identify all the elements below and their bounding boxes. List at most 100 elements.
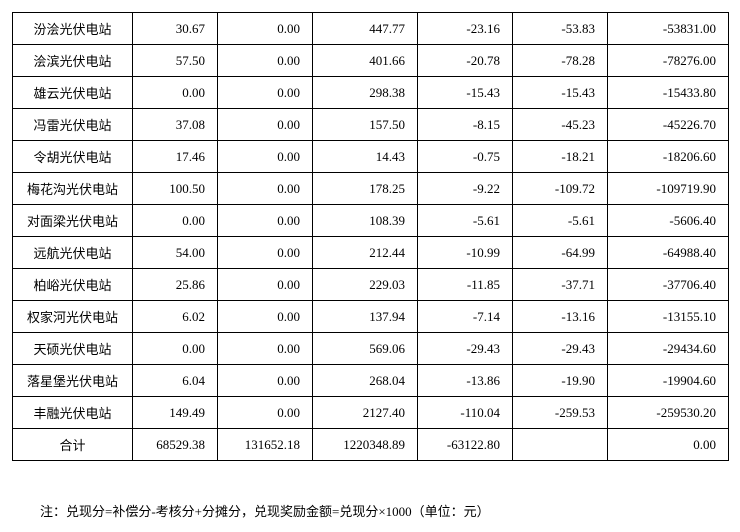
col-5: -259.53 (513, 397, 608, 429)
name: 浍滨光伏电站 (13, 45, 133, 77)
col-5: -5.61 (513, 205, 608, 237)
col-2: 0.00 (218, 77, 313, 109)
col-3: 229.03 (313, 269, 418, 301)
col-2: 0.00 (218, 45, 313, 77)
col-3: 14.43 (313, 141, 418, 173)
col-5: -19.90 (513, 365, 608, 397)
col-4: -15.43 (418, 77, 513, 109)
col-6: -5606.40 (608, 205, 729, 237)
col-1: 57.50 (133, 45, 218, 77)
col-1: 0.00 (133, 77, 218, 109)
col-1: 149.49 (133, 397, 218, 429)
table-row: 汾浍光伏电站30.670.00447.77-23.16-53.83-53831.… (13, 13, 729, 45)
col-6: -15433.80 (608, 77, 729, 109)
col-4: -20.78 (418, 45, 513, 77)
col-4: -11.85 (418, 269, 513, 301)
name: 合计 (13, 429, 133, 461)
col-2: 0.00 (218, 237, 313, 269)
col-3: 1220348.89 (313, 429, 418, 461)
col-3: 569.06 (313, 333, 418, 365)
col-4: -63122.80 (418, 429, 513, 461)
col-3: 212.44 (313, 237, 418, 269)
col-1: 0.00 (133, 333, 218, 365)
col-6: -45226.70 (608, 109, 729, 141)
name: 落星堡光伏电站 (13, 365, 133, 397)
col-5: -109.72 (513, 173, 608, 205)
col-6: -78276.00 (608, 45, 729, 77)
name: 柏峪光伏电站 (13, 269, 133, 301)
data-table: 汾浍光伏电站30.670.00447.77-23.16-53.83-53831.… (12, 12, 729, 461)
col-2: 0.00 (218, 173, 313, 205)
col-4: -110.04 (418, 397, 513, 429)
name: 天硕光伏电站 (13, 333, 133, 365)
col-1: 100.50 (133, 173, 218, 205)
name: 冯雷光伏电站 (13, 109, 133, 141)
table-row: 冯雷光伏电站37.080.00157.50-8.15-45.23-45226.7… (13, 109, 729, 141)
col-5 (513, 429, 608, 461)
table-body: 汾浍光伏电站30.670.00447.77-23.16-53.83-53831.… (13, 13, 729, 461)
col-2: 0.00 (218, 301, 313, 333)
col-3: 2127.40 (313, 397, 418, 429)
name: 汾浍光伏电站 (13, 13, 133, 45)
col-6: -53831.00 (608, 13, 729, 45)
col-6: -18206.60 (608, 141, 729, 173)
col-6: -109719.90 (608, 173, 729, 205)
name: 令胡光伏电站 (13, 141, 133, 173)
col-4: -8.15 (418, 109, 513, 141)
col-5: -45.23 (513, 109, 608, 141)
col-3: 137.94 (313, 301, 418, 333)
table-row: 对面梁光伏电站0.000.00108.39-5.61-5.61-5606.40 (13, 205, 729, 237)
col-4: -9.22 (418, 173, 513, 205)
col-6: -29434.60 (608, 333, 729, 365)
col-6: 0.00 (608, 429, 729, 461)
table-row: 权家河光伏电站6.020.00137.94-7.14-13.16-13155.1… (13, 301, 729, 333)
col-5: -18.21 (513, 141, 608, 173)
col-2: 0.00 (218, 109, 313, 141)
col-4: -0.75 (418, 141, 513, 173)
col-2: 0.00 (218, 13, 313, 45)
col-3: 268.04 (313, 365, 418, 397)
col-6: -259530.20 (608, 397, 729, 429)
col-3: 447.77 (313, 13, 418, 45)
col-1: 54.00 (133, 237, 218, 269)
col-1: 68529.38 (133, 429, 218, 461)
col-6: -64988.40 (608, 237, 729, 269)
table-row: 落星堡光伏电站6.040.00268.04-13.86-19.90-19904.… (13, 365, 729, 397)
name: 对面梁光伏电站 (13, 205, 133, 237)
col-1: 6.02 (133, 301, 218, 333)
col-5: -37.71 (513, 269, 608, 301)
table-row: 雄云光伏电站0.000.00298.38-15.43-15.43-15433.8… (13, 77, 729, 109)
col-1: 0.00 (133, 205, 218, 237)
name: 权家河光伏电站 (13, 301, 133, 333)
table-row: 丰融光伏电站149.490.002127.40-110.04-259.53-25… (13, 397, 729, 429)
col-4: -13.86 (418, 365, 513, 397)
col-1: 25.86 (133, 269, 218, 301)
col-6: -37706.40 (608, 269, 729, 301)
col-4: -5.61 (418, 205, 513, 237)
col-6: -19904.60 (608, 365, 729, 397)
col-3: 178.25 (313, 173, 418, 205)
col-6: -13155.10 (608, 301, 729, 333)
col-5: -15.43 (513, 77, 608, 109)
table-row: 浍滨光伏电站57.500.00401.66-20.78-78.28-78276.… (13, 45, 729, 77)
table-row: 合计68529.38131652.181220348.89-63122.80 0.… (13, 429, 729, 461)
name: 梅花沟光伏电站 (13, 173, 133, 205)
col-2: 0.00 (218, 365, 313, 397)
col-3: 298.38 (313, 77, 418, 109)
col-2: 0.00 (218, 397, 313, 429)
col-3: 157.50 (313, 109, 418, 141)
col-5: -53.83 (513, 13, 608, 45)
name: 远航光伏电站 (13, 237, 133, 269)
col-2: 131652.18 (218, 429, 313, 461)
table-row: 柏峪光伏电站25.860.00229.03-11.85-37.71-37706.… (13, 269, 729, 301)
col-2: 0.00 (218, 333, 313, 365)
col-2: 0.00 (218, 269, 313, 301)
col-5: -13.16 (513, 301, 608, 333)
col-1: 30.67 (133, 13, 218, 45)
col-5: -64.99 (513, 237, 608, 269)
col-4: -7.14 (418, 301, 513, 333)
col-4: -10.99 (418, 237, 513, 269)
footnote: 注：兑现分=补偿分-考核分+分摊分，兑现奖励金额=兑现分×1000（单位：元） (40, 501, 728, 520)
name: 丰融光伏电站 (13, 397, 133, 429)
col-5: -29.43 (513, 333, 608, 365)
